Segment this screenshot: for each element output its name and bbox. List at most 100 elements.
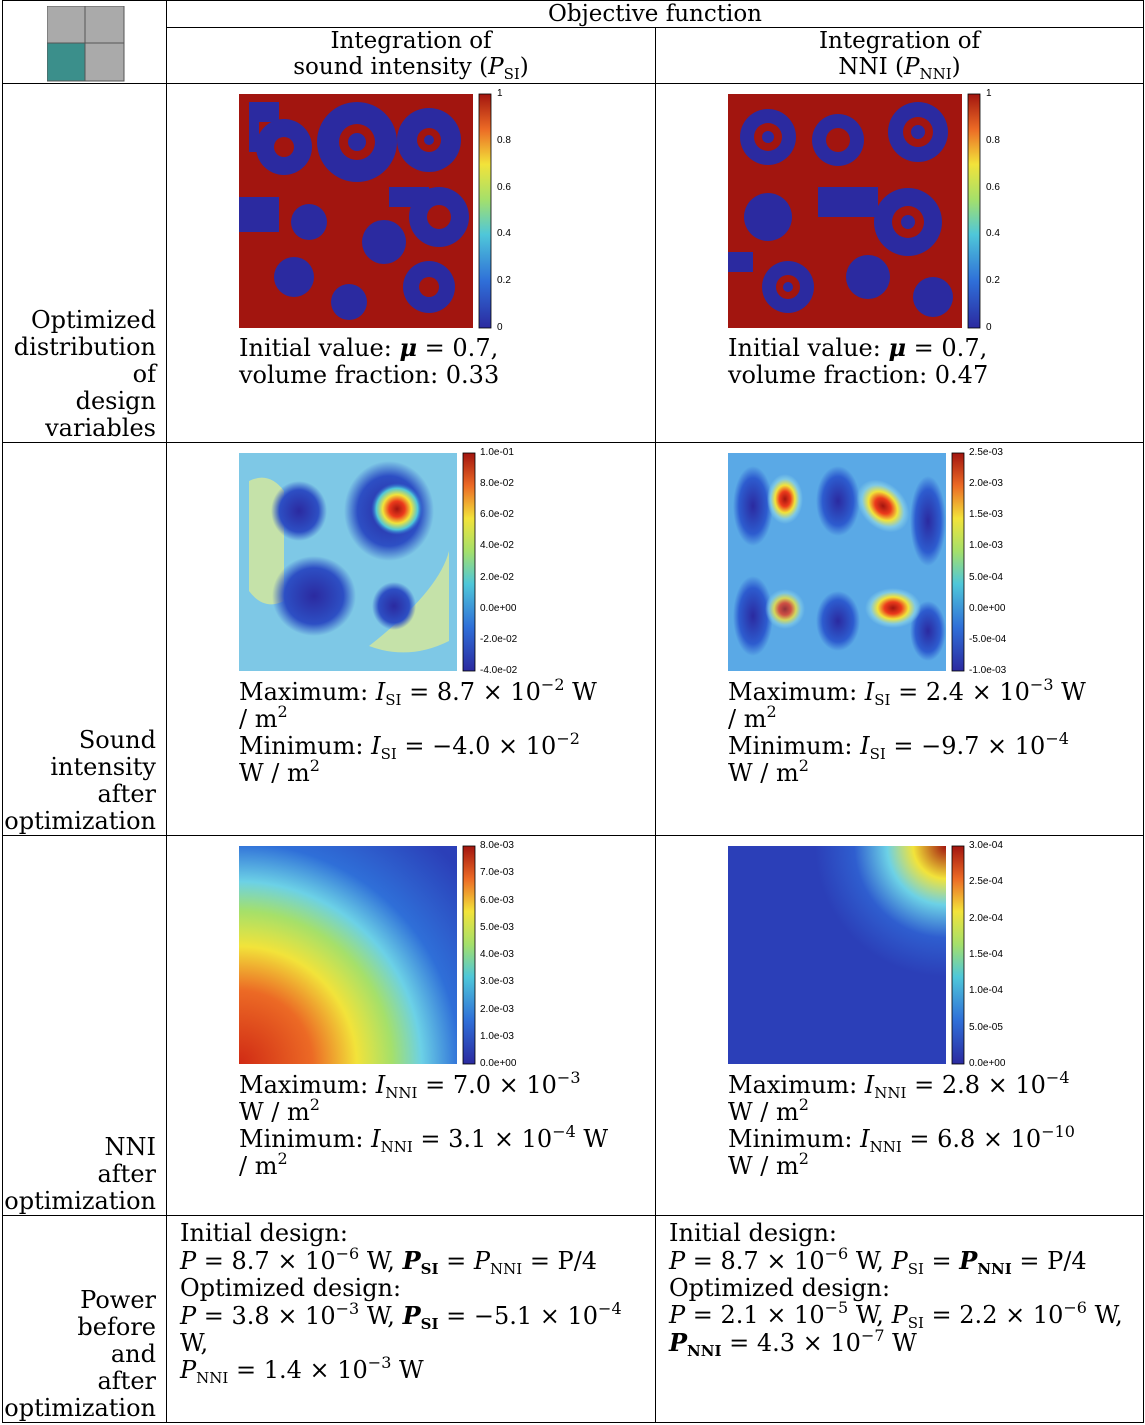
nni-nni-cell: 3.0e-04 2.5e-04 2.0e-04 1.5e-04 1.0e-04 5.0e-… [655,835,1144,1216]
design-nni-cell: 1 0.8 0.6 0.4 0.2 0 Initial value: μ = 0.7, v… [655,83,1144,443]
colorbar-tick-label: 1.5e-04 [969,949,1003,960]
colorbar-tick-label: 1.0e-03 [480,1030,514,1042]
value: = 4.3 × 10 [721,1329,861,1357]
colorbar-tick-label: 6.0e-02 [480,509,514,521]
power-si-optimized: P = 3.8 × 10−3 W, PSI = −5.1 × 10−4 W, [180,1301,655,1357]
value: = 3.8 × 10 [196,1302,336,1330]
sub: NNI [196,1369,229,1387]
unit: W / m [239,759,310,787]
colorbar-tick-label: 0.0e+00 [969,602,1006,614]
col-nni-text: NNI ( [838,54,904,80]
row-label-line: Optimized [30,306,156,334]
p-nni-symbol: P [180,1356,197,1384]
colorbar-tick-label: 2.0e-02 [480,571,514,583]
caption-text: Minimum: [239,1125,372,1153]
design-si-tick-labels: 1 0.8 0.6 0.4 0.2 0 [497,88,537,335]
sub: NNI [380,1138,413,1156]
power-si-cell: Initial design: P = 8.7 × 10−6 W, PSI = … [166,1215,656,1423]
exp: −4 [1045,1068,1070,1087]
caption-text: Minimum: [239,732,372,760]
power-si-text: Initial design: P = 8.7 × 10−6 W, PSI = … [167,1216,655,1387]
i-symbol: I [371,732,381,760]
nni-si-caption: Maximum: INNI = 7.0 × 10−3 W / m2 Minimu… [239,1070,639,1180]
caption-text: Minimum: [728,732,861,760]
sub: SI [380,745,397,763]
col-nni-line1: Integration of [818,28,981,54]
p-nni-symbol: P [669,1328,688,1357]
p-symbol: P [180,1247,197,1275]
value: = 6.8 × 10 [901,1125,1042,1153]
caption-text: Minimum: [728,1125,861,1153]
sub: SI [907,1314,924,1332]
colorbar-tick-label: 0.6 [986,181,1000,193]
unit: W [575,1125,609,1153]
row-label-line: Sound [78,726,156,754]
intensity-nni-colorbar [951,452,965,672]
value: = −5.1 × 10 [438,1302,599,1330]
row-label-line: intensity [50,753,156,781]
intensity-nni-min: Minimum: ISI = −9.7 × 10−4 [728,731,1128,763]
colorbar-tick-label: 0.2 [986,275,1000,287]
row-label-nni: NNI after optimization [2,835,167,1216]
colorbar-tick-label: 0.8 [986,134,1000,146]
unit: W / m [728,1152,799,1180]
nni-nni-colorbar [951,845,965,1065]
sub: SI [420,1260,439,1278]
column-header-nni: Integration of NNI (PNNI) [655,27,1144,84]
eq: = [923,1247,960,1275]
colorbar-tick-label: 8.0e-02 [480,478,514,490]
i-symbol: I [864,678,875,706]
unit: W / m [728,1098,799,1126]
row-label-line: Power [80,1286,156,1314]
intensity-si-cell: 1.0e-01 8.0e-02 6.0e-02 4.0e-02 2.0e-02 0.0e+… [166,442,656,836]
quadrant-legend-icon [47,6,125,82]
colorbar-tick-label: 5.0e-03 [480,921,514,933]
colorbar-tick-label: 0.4 [986,228,1000,240]
nni-nni-min-unit: W / m2 [728,1149,809,1180]
colorbar-tick-label: 0.6 [497,181,511,193]
exp: −6 [335,1244,360,1263]
i-symbol: I [860,1125,870,1153]
intensity-si-min-unit: W / m2 [239,756,320,787]
value: = 2.1 × 10 [685,1301,825,1329]
mu-symbol: μ [399,333,418,362]
initial-design-label: Initial design: [669,1219,838,1247]
row-label-line: variables [45,414,156,442]
colorbar-tick-label: 1 [986,88,992,99]
col-si-sub: SI [503,65,520,83]
caption-text: Maximum: [728,678,865,706]
sub: NNI [490,1260,523,1278]
nni-nni-map [728,845,965,1065]
optimized-design-label: Optimized design: [180,1274,402,1302]
unit: / m [239,1152,278,1180]
colorbar-tick-label: 8.0e-03 [480,840,514,851]
caption-text: Maximum: [239,1071,376,1099]
intensity-si-colorbar [462,452,476,672]
caption-text: = 0.7, [417,334,499,362]
colorbar-tick-label: 0.8 [497,134,511,146]
exp: −2 [540,675,565,694]
row-label-line: NNI [104,1133,156,1161]
exp: −6 [1063,1298,1087,1317]
sub: NNI [385,1084,418,1102]
exp: −10 [1041,1122,1075,1141]
exp: −7 [860,1326,885,1345]
col-si-line2: sound intensity (PSI) [167,54,655,83]
sub: SI [874,691,891,709]
col-si-close: ) [519,54,529,80]
nni-nni-caption: Maximum: INNI = 2.8 × 10−4 W / m2 Minimu… [728,1070,1128,1180]
intensity-si-caption: Maximum: ISI = 8.7 × 10−2 W / m2 Minimum… [239,677,639,787]
row-label-line: after [97,780,156,808]
value: = 2.2 × 10 [923,1301,1064,1329]
eq: = [438,1247,474,1275]
intensity-nni-max-unit: / m2 [728,702,777,733]
colorbar-tick-label: 1.0e-01 [480,447,514,458]
colorbar-tick-label: 4.0e-03 [480,949,514,960]
unit: W / m [239,1098,310,1126]
sub: SI [869,745,886,763]
row-label-line: design [75,387,156,415]
colorbar-tick-label: -1.0e-03 [969,665,1007,676]
colorbar-tick-label: -5.0e-04 [969,633,1007,645]
nni-si-min-unit: / m2 [239,1149,288,1180]
